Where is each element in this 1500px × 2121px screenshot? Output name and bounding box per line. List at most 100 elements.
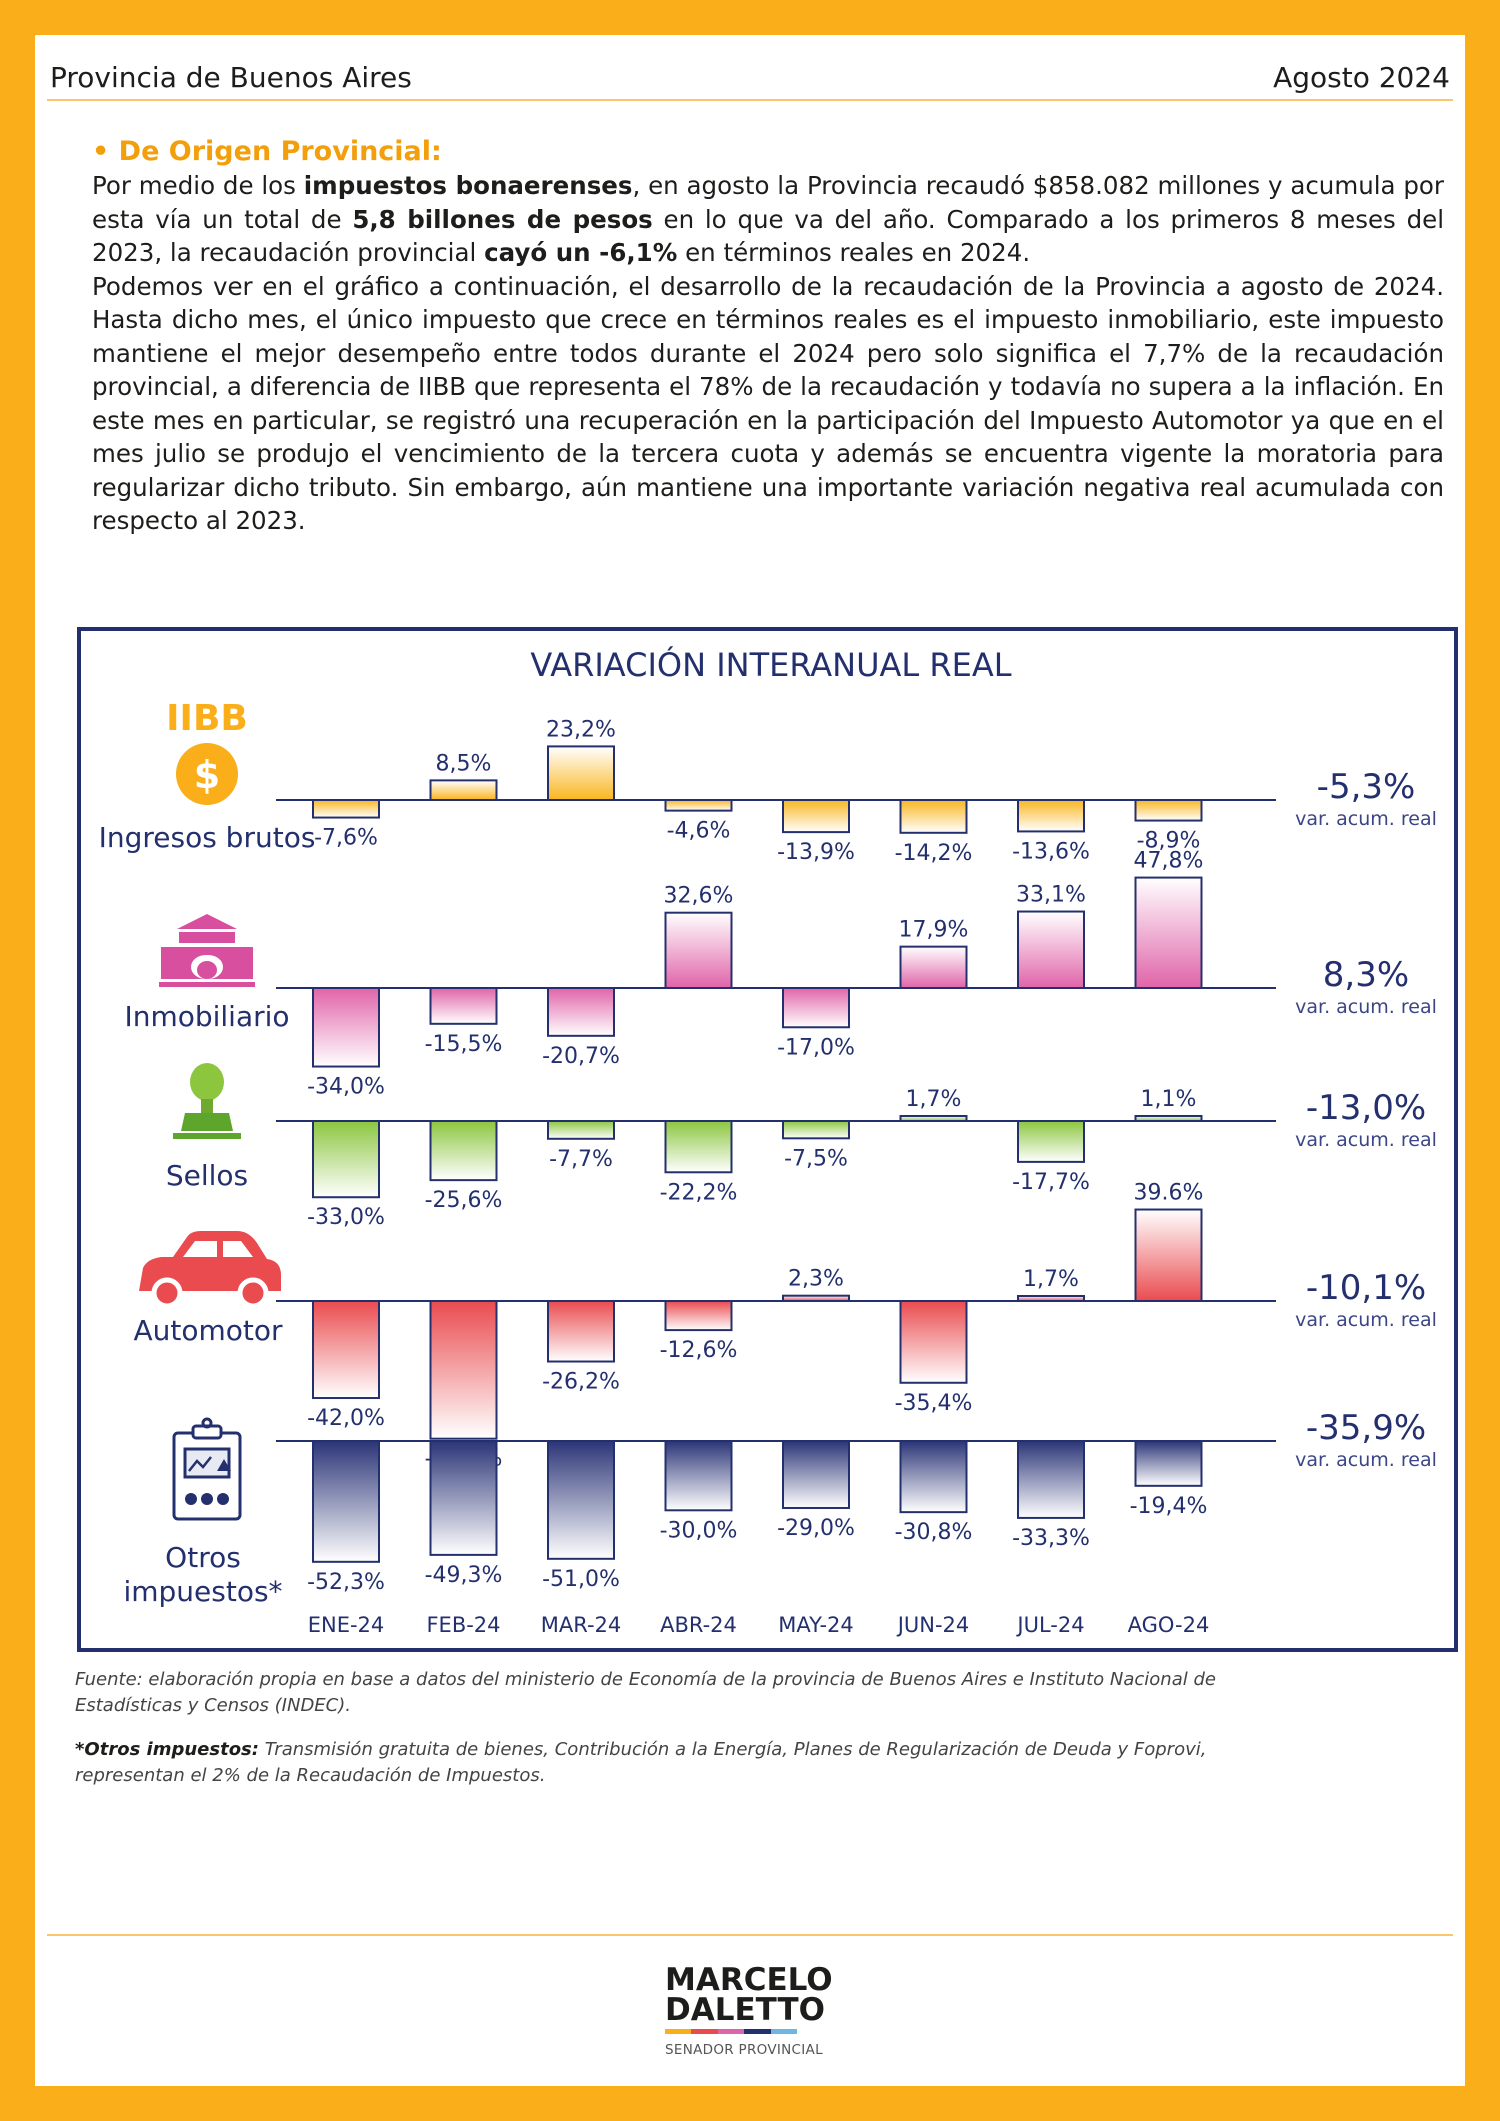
inmobiliario-bar-jul-24 [1017,910,1085,989]
inmobiliario-bar-mar-24 [547,987,615,1037]
inmobiliario-value-label-ene-24: -34,0% [307,1075,385,1100]
x-tick-abr-24: ABR-24 [660,1613,737,1637]
page-header: Provincia de Buenos Aires Agosto 2024 [50,49,1450,105]
sellos-value-label-feb-24: -25,6% [425,1188,503,1213]
otros-value-label-ene-24: -52,3% [307,1570,385,1595]
otros-acum-caption: var. acum. real [1295,1449,1437,1471]
automotor-acum-value: -10,1% [1306,1268,1426,1308]
automotor-value-label-ene-24: -42,0% [307,1406,385,1431]
sellos-acum-value: -13,0% [1306,1088,1426,1128]
inmobiliario-value-label-abr-24: 32,6% [664,884,734,909]
iibb-bar-ene-24 [312,799,380,819]
iibb-row-label: Ingresos brutos [99,821,316,854]
inmobiliario-bar-feb-24 [429,987,498,1025]
automotor-bar-may-24 [782,1294,850,1303]
iibb-bar-ago-24 [1134,799,1203,822]
otros-bar-jun-24 [899,1440,968,1514]
stamp-icon [173,1063,241,1139]
iibb-value-label-ene-24: -7,6% [314,826,378,851]
x-tick-ago-24: AGO-24 [1128,1613,1210,1637]
inmobiliario-icon-group: Inmobiliario [124,914,290,1033]
source-note: Fuente: elaboración propia en base a dat… [75,1669,1216,1716]
automotor-acum-caption: var. acum. real [1295,1309,1437,1331]
automotor-value-label-may-24: 2,3% [788,1267,844,1292]
inmobiliario-bar-jun-24 [899,945,968,989]
dollar-coin-icon: $ [176,743,238,805]
iibb-value-label-feb-24: 8,5% [436,751,492,776]
sellos-value-label-jun-24: 1,7% [906,1087,962,1112]
otros-acum-value: -35,9% [1306,1408,1426,1448]
otros-bar-ago-24 [1134,1440,1203,1487]
car-icon [139,1231,281,1309]
automotor-value-label-abr-24: -12,6% [660,1338,738,1363]
automotor-value-label-mar-24: -26,2% [542,1370,620,1395]
otros-value-label-mar-24: -51,0% [542,1567,620,1592]
header-divider [47,99,1453,101]
logo-color-bar [665,2029,798,2034]
logo-name-line2: DALETTO [665,1992,826,2028]
inmobiliario-value-label-ago-24: 47,8% [1134,849,1204,874]
x-axis-labels: ENE-24 FEB-24 MAR-24 ABR-24 MAY-24 JUN-24 JUL-… [308,1613,1210,1637]
otros-value-label-may-24: -29,0% [777,1516,855,1541]
inmobiliario-value-label-jun-24: 17,9% [899,918,969,943]
otros-value-label-feb-24: -49,3% [425,1563,503,1588]
notes-section: Fuente: elaboración propia en base a dat… [75,1667,1315,1807]
otros-bar-abr-24 [664,1440,733,1512]
automotor-value-label-jun-24: -35,4% [895,1391,973,1416]
iibb-value-label-jul-24: -13,6% [1012,839,1090,864]
iibb-acum-value: -5,3% [1317,767,1416,807]
sellos-value-label-may-24: -7,5% [784,1146,848,1171]
inmobiliario-bar-ago-24 [1134,876,1203,989]
header-date: Agosto 2024 [1273,60,1450,94]
logo-name-line1: MARCELO [665,1962,833,1998]
iibb-icon-group: IIBB $ Ingresos brutos [99,698,316,854]
automotor-icon-group: Automotor [133,1231,283,1347]
iibb-bar-mar-24 [547,745,615,801]
inmobiliario-value-label-may-24: -17,0% [777,1035,855,1060]
sellos-bar-ago-24 [1134,1115,1203,1122]
sellos-value-label-ago-24: 1,1% [1141,1087,1197,1112]
sellos-bar-mar-24 [547,1120,615,1140]
iibb-bar-may-24 [782,799,850,834]
x-tick-jun-24: JUN-24 [896,1613,970,1637]
inmobiliario-value-label-feb-24: -15,5% [425,1032,503,1057]
inmobiliario-acum-value: 8,3% [1323,955,1409,995]
otros-footnote: *Otros impuestos: Transmisión gratuita d… [75,1739,1207,1786]
inmobiliario-acum-caption: var. acum. real [1295,996,1437,1018]
sellos-bar-abr-24 [664,1120,733,1174]
iibb-value-label-ago-24: -8,9% [1137,829,1201,854]
automotor-value-label-ago-24: 39.6% [1134,1181,1204,1206]
otros-row-label-line2: impuestos* [123,1575,282,1608]
svg-text:$: $ [194,753,220,797]
sellos-icon-group: Sellos [166,1063,248,1192]
iibb-acum-caption: var. acum. real [1295,808,1437,830]
iibb-value-label-jun-24: -14,2% [895,841,973,866]
otros-bar-feb-24 [429,1440,498,1556]
intro-section: • De Origen Provincial: Por medio de los… [92,135,1444,538]
automotor-row-label: Automotor [133,1314,283,1347]
x-tick-feb-24: FEB-24 [426,1613,500,1637]
automotor-value-label-jul-24: 1,7% [1023,1267,1079,1292]
iibb-bar-abr-24 [664,799,733,812]
sellos-bar-may-24 [782,1120,850,1140]
intro-paragraph-1: Por medio de los impuestos bonaerenses, … [92,171,1445,267]
x-tick-jul-24: JUL-24 [1015,1613,1084,1637]
logo-subtitle: SENADOR PROVINCIAL [665,2042,823,2058]
otros-bar-jul-24 [1017,1440,1085,1519]
automotor-bar-jun-24 [899,1300,968,1384]
sellos-bar-ene-24 [312,1120,380,1199]
automotor-bar-ago-24 [1134,1208,1203,1302]
senator-logo: MARCELO DALETTO SENADOR PROVINCIAL [645,1965,845,2058]
inmobiliario-row-label: Inmobiliario [124,1000,289,1033]
iibb-value-label-abr-24: -4,6% [667,819,731,844]
footer-divider [47,1934,1453,1936]
inmobiliario-bar-ene-24 [312,987,380,1068]
sellos-value-label-mar-24: -7,7% [549,1147,613,1172]
inmobiliario-value-label-jul-24: 33,1% [1016,883,1086,908]
chart-title: VARIACIÓN INTERANUAL REAL [530,645,1011,684]
otros-bar-may-24 [782,1440,850,1509]
iibb-bar-jun-24 [899,799,968,834]
x-tick-may-24: MAY-24 [778,1613,854,1637]
sellos-bar-jul-24 [1017,1120,1085,1163]
x-tick-ene-24: ENE-24 [308,1613,385,1637]
